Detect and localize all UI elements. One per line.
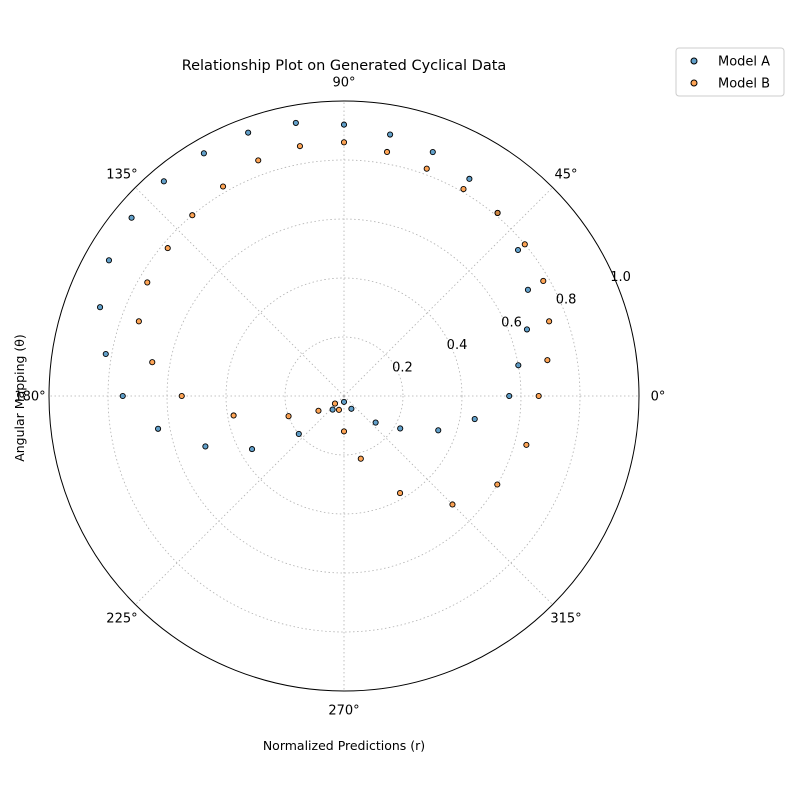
point-model-a-28 bbox=[435, 427, 442, 434]
chart-title: Relationship Plot on Generated Cyclical … bbox=[182, 58, 507, 74]
legend-label-model-a: Model A bbox=[718, 55, 770, 70]
r-tick-label-4: 1.0 bbox=[610, 270, 631, 285]
theta-gridline-7 bbox=[343, 395, 553, 605]
legend-marker-model-a bbox=[690, 57, 698, 65]
legend: Model A Model B bbox=[675, 47, 785, 97]
point-model-a-25 bbox=[348, 405, 355, 412]
legend-marker-model-b bbox=[690, 79, 698, 87]
theta-tick-label-4: 180° bbox=[14, 390, 45, 405]
point-model-b-5 bbox=[494, 209, 501, 217]
point-model-b-22 bbox=[331, 400, 339, 407]
legend-box bbox=[675, 47, 785, 97]
theta-tick-labels: 0° 45° 90° 135° 180° 225° 270° 315° bbox=[14, 76, 665, 719]
point-model-b-24 bbox=[340, 428, 348, 435]
point-model-a-21 bbox=[248, 446, 256, 453]
point-model-b-27 bbox=[449, 501, 456, 508]
point-model-a-1 bbox=[515, 362, 522, 369]
point-model-a-22 bbox=[295, 430, 302, 437]
point-model-a-10 bbox=[292, 119, 299, 126]
point-model-b-16 bbox=[135, 318, 142, 325]
r-gridline-0 bbox=[284, 336, 404, 456]
point-model-a-27 bbox=[397, 425, 404, 432]
point-model-a-19 bbox=[155, 425, 162, 432]
r-tick-label-0: 0.2 bbox=[392, 360, 413, 375]
point-model-a-26 bbox=[372, 419, 379, 426]
point-model-b-2 bbox=[546, 318, 553, 325]
point-model-b-29 bbox=[523, 441, 530, 448]
point-model-a-6 bbox=[466, 175, 473, 182]
r-gridline-1 bbox=[225, 277, 463, 515]
point-model-b-11 bbox=[255, 157, 262, 164]
point-model-a-24 bbox=[340, 398, 348, 405]
point-model-b-13 bbox=[189, 212, 196, 219]
point-model-b-15 bbox=[144, 279, 151, 286]
point-model-a-2 bbox=[523, 326, 531, 333]
point-model-a-29 bbox=[471, 416, 478, 423]
point-model-a-16 bbox=[97, 304, 104, 311]
point-model-a-17 bbox=[102, 350, 109, 358]
point-model-b-21 bbox=[315, 407, 322, 414]
point-model-a-9 bbox=[340, 121, 348, 128]
point-model-b-23 bbox=[335, 406, 343, 413]
theta-gridline-5 bbox=[135, 395, 345, 605]
point-model-b-9 bbox=[340, 139, 348, 146]
point-model-a-13 bbox=[160, 178, 167, 185]
legend-label-model-b: Model B bbox=[718, 77, 770, 92]
r-tick-label-3: 0.8 bbox=[556, 293, 577, 308]
y-axis-label: Angular Mapping (θ) bbox=[12, 334, 27, 462]
point-model-b-12 bbox=[219, 183, 227, 190]
point-model-a-11 bbox=[245, 129, 252, 136]
point-model-b-6 bbox=[460, 186, 467, 193]
point-model-a-14 bbox=[128, 214, 135, 221]
r-tick-label-1: 0.4 bbox=[447, 338, 468, 353]
theta-gridline-1 bbox=[343, 187, 553, 397]
point-model-b-3 bbox=[540, 277, 547, 285]
point-model-b-26 bbox=[396, 490, 404, 497]
point-model-b-19 bbox=[230, 412, 237, 419]
theta-gridline-3 bbox=[135, 187, 345, 397]
point-model-b-28 bbox=[494, 481, 501, 488]
point-model-b-18 bbox=[178, 392, 185, 400]
point-model-a-15 bbox=[105, 257, 113, 264]
theta-tick-label-2: 90° bbox=[332, 76, 355, 91]
point-model-b-25 bbox=[357, 455, 364, 462]
point-model-a-18 bbox=[119, 392, 126, 400]
x-axis-label: Normalized Predictions (r) bbox=[263, 738, 425, 753]
point-model-b-7 bbox=[423, 165, 430, 172]
point-model-a-7 bbox=[429, 149, 436, 156]
theta-tick-label-1: 45° bbox=[555, 167, 578, 182]
point-model-b-17 bbox=[149, 359, 156, 366]
point-model-b-1 bbox=[544, 357, 551, 364]
point-model-a-4 bbox=[514, 246, 522, 254]
theta-tick-label-3: 135° bbox=[106, 167, 137, 182]
theta-tick-label-0: 0° bbox=[651, 390, 666, 405]
scatter-points bbox=[97, 119, 553, 508]
point-model-a-20 bbox=[202, 443, 209, 450]
theta-tick-label-5: 225° bbox=[106, 612, 137, 627]
r-tick-label-2: 0.6 bbox=[501, 315, 522, 330]
point-model-b-14 bbox=[164, 245, 171, 252]
point-model-b-4 bbox=[521, 241, 528, 248]
theta-tick-label-6: 270° bbox=[328, 704, 359, 719]
polar-grid bbox=[49, 101, 639, 691]
point-model-b-10 bbox=[296, 143, 303, 150]
r-tick-labels: 0.2 0.4 0.6 0.8 1.0 bbox=[392, 270, 631, 375]
point-model-a-3 bbox=[524, 286, 531, 293]
point-model-b-8 bbox=[383, 148, 391, 156]
theta-tick-label-7: 315° bbox=[550, 612, 581, 627]
point-model-b-20 bbox=[285, 413, 292, 420]
point-model-a-0 bbox=[506, 392, 513, 400]
point-model-b-0 bbox=[535, 392, 542, 400]
polar-frame bbox=[48, 100, 640, 692]
point-model-a-23 bbox=[329, 406, 336, 413]
point-model-a-8 bbox=[387, 131, 394, 138]
point-model-a-12 bbox=[200, 150, 207, 157]
